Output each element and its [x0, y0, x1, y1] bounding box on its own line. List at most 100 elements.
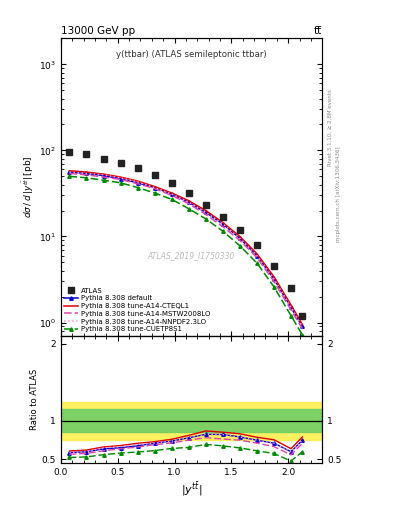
Pythia 8.308 tune-CUETP8S1	[152, 190, 157, 196]
Pythia 8.308 default	[204, 209, 208, 216]
Pythia 8.308 tune-A14-NNPDF2.3LO	[220, 221, 225, 227]
Y-axis label: Ratio to ATLAS: Ratio to ATLAS	[30, 369, 39, 430]
Pythia 8.308 tune-A14-MSTW2008LO	[67, 170, 72, 177]
Pythia 8.308 tune-A14-CTEQL1	[169, 190, 174, 196]
Pythia 8.308 default	[169, 191, 174, 197]
Pythia 8.308 tune-A14-CTEQL1	[101, 171, 106, 177]
Pythia 8.308 tune-A14-MSTW2008LO	[135, 181, 140, 187]
Text: 13000 GeV pp: 13000 GeV pp	[61, 26, 135, 36]
Pythia 8.308 tune-CUETP8S1	[169, 196, 174, 202]
Line: ATLAS: ATLAS	[67, 150, 305, 318]
Pythia 8.308 tune-A14-NNPDF2.3LO	[152, 184, 157, 190]
Pythia 8.308 tune-A14-CTEQL1	[67, 167, 72, 174]
Pythia 8.308 default	[67, 169, 72, 175]
Pythia 8.308 tune-A14-NNPDF2.3LO	[135, 179, 140, 185]
Pythia 8.308 tune-CUETP8S1	[67, 173, 72, 179]
Pythia 8.308 tune-A14-MSTW2008LO	[204, 211, 208, 218]
Pythia 8.308 tune-A14-MSTW2008LO	[300, 326, 305, 332]
Pythia 8.308 tune-CUETP8S1	[118, 180, 123, 186]
ATLAS	[118, 160, 123, 166]
Pythia 8.308 tune-A14-CTEQL1	[118, 174, 123, 180]
Pythia 8.308 tune-CUETP8S1	[204, 216, 208, 222]
Pythia 8.308 default	[237, 236, 242, 242]
ATLAS	[101, 156, 106, 162]
Pythia 8.308 tune-A14-NNPDF2.3LO	[67, 169, 72, 175]
Pythia 8.308 tune-A14-MSTW2008LO	[237, 238, 242, 244]
Pythia 8.308 tune-A14-CTEQL1	[186, 198, 191, 204]
ATLAS	[84, 151, 89, 157]
Text: mcplots.cern.ch [arXiv:1306.3436]: mcplots.cern.ch [arXiv:1306.3436]	[336, 147, 341, 242]
Pythia 8.308 tune-A14-NNPDF2.3LO	[84, 170, 89, 177]
Pythia 8.308 tune-A14-CTEQL1	[84, 169, 89, 175]
Pythia 8.308 tune-A14-MSTW2008LO	[288, 307, 293, 313]
Pythia 8.308 tune-A14-MSTW2008LO	[169, 193, 174, 199]
Text: tt̅: tt̅	[314, 26, 322, 36]
Pythia 8.308 tune-A14-MSTW2008LO	[272, 279, 276, 285]
Pythia 8.308 tune-A14-NNPDF2.3LO	[169, 191, 174, 197]
Pythia 8.308 default	[288, 304, 293, 310]
Pythia 8.308 tune-A14-NNPDF2.3LO	[237, 236, 242, 242]
Pythia 8.308 tune-A14-NNPDF2.3LO	[118, 175, 123, 181]
Pythia 8.308 tune-CUETP8S1	[220, 228, 225, 234]
Pythia 8.308 tune-A14-CTEQL1	[220, 220, 225, 226]
ATLAS	[300, 313, 305, 319]
Pythia 8.308 tune-CUETP8S1	[272, 284, 276, 290]
Pythia 8.308 tune-A14-MSTW2008LO	[84, 172, 89, 178]
Pythia 8.308 tune-A14-MSTW2008LO	[186, 201, 191, 207]
Pythia 8.308 tune-A14-CTEQL1	[300, 322, 305, 328]
Pythia 8.308 tune-A14-NNPDF2.3LO	[204, 209, 208, 216]
Pythia 8.308 tune-A14-CTEQL1	[237, 233, 242, 240]
Pythia 8.308 tune-CUETP8S1	[255, 260, 259, 266]
Pythia 8.308 tune-A14-NNPDF2.3LO	[300, 324, 305, 330]
Pythia 8.308 tune-A14-CTEQL1	[255, 251, 259, 257]
Pythia 8.308 tune-CUETP8S1	[186, 206, 191, 212]
Pythia 8.308 tune-A14-MSTW2008LO	[101, 174, 106, 180]
Pythia 8.308 tune-A14-MSTW2008LO	[152, 185, 157, 191]
Pythia 8.308 default	[135, 180, 140, 186]
Line: Pythia 8.308 default: Pythia 8.308 default	[68, 170, 304, 328]
ATLAS	[255, 242, 259, 248]
ATLAS	[272, 263, 276, 269]
ATLAS	[204, 202, 208, 208]
ATLAS	[237, 227, 242, 233]
ATLAS	[152, 172, 157, 178]
Pythia 8.308 tune-CUETP8S1	[101, 177, 106, 183]
Y-axis label: $d\sigma\,/\,d\,|y^{t\bar{t}}|\,[\mathrm{pb}]$: $d\sigma\,/\,d\,|y^{t\bar{t}}|\,[\mathrm…	[20, 156, 36, 219]
ATLAS	[186, 190, 191, 196]
Pythia 8.308 default	[220, 221, 225, 227]
ATLAS	[135, 165, 140, 172]
Pythia 8.308 tune-A14-NNPDF2.3LO	[255, 252, 259, 259]
Text: y(ttbar) (ATLAS semileptonic ttbar): y(ttbar) (ATLAS semileptonic ttbar)	[116, 50, 267, 59]
Line: Pythia 8.308 tune-A14-CTEQL1: Pythia 8.308 tune-A14-CTEQL1	[70, 170, 302, 325]
Line: Pythia 8.308 tune-CUETP8S1: Pythia 8.308 tune-CUETP8S1	[68, 175, 304, 336]
Pythia 8.308 default	[300, 324, 305, 330]
Text: Rivet 3.1.10, ≥ 2.8M events: Rivet 3.1.10, ≥ 2.8M events	[328, 90, 333, 166]
Pythia 8.308 tune-A14-MSTW2008LO	[220, 224, 225, 230]
Pythia 8.308 tune-A14-NNPDF2.3LO	[288, 304, 293, 310]
X-axis label: $|y^{t\bar{t}}|$: $|y^{t\bar{t}}|$	[181, 480, 202, 498]
Pythia 8.308 default	[255, 252, 259, 259]
Text: ATLAS_2019_I1750330: ATLAS_2019_I1750330	[148, 251, 235, 260]
Legend: ATLAS, Pythia 8.308 default, Pythia 8.308 tune-A14-CTEQL1, Pythia 8.308 tune-A14: ATLAS, Pythia 8.308 default, Pythia 8.30…	[63, 286, 212, 334]
Pythia 8.308 tune-CUETP8S1	[135, 184, 140, 190]
Pythia 8.308 tune-A14-MSTW2008LO	[255, 254, 259, 261]
Pythia 8.308 tune-A14-MSTW2008LO	[118, 176, 123, 182]
Pythia 8.308 default	[272, 276, 276, 282]
Line: Pythia 8.308 tune-A14-NNPDF2.3LO: Pythia 8.308 tune-A14-NNPDF2.3LO	[70, 172, 302, 327]
ATLAS	[288, 285, 293, 291]
Pythia 8.308 tune-A14-CTEQL1	[204, 207, 208, 214]
Pythia 8.308 tune-A14-NNPDF2.3LO	[186, 199, 191, 205]
Pythia 8.308 tune-A14-CTEQL1	[288, 302, 293, 308]
Pythia 8.308 tune-A14-CTEQL1	[135, 178, 140, 184]
Pythia 8.308 default	[84, 170, 89, 177]
Pythia 8.308 tune-A14-CTEQL1	[272, 274, 276, 280]
Pythia 8.308 tune-CUETP8S1	[237, 243, 242, 249]
Pythia 8.308 default	[186, 199, 191, 205]
Pythia 8.308 default	[118, 176, 123, 182]
ATLAS	[220, 214, 225, 220]
Pythia 8.308 default	[152, 184, 157, 190]
Pythia 8.308 tune-A14-NNPDF2.3LO	[272, 276, 276, 282]
Pythia 8.308 default	[101, 173, 106, 179]
Pythia 8.308 tune-A14-NNPDF2.3LO	[101, 172, 106, 178]
Pythia 8.308 tune-A14-CTEQL1	[152, 183, 157, 189]
